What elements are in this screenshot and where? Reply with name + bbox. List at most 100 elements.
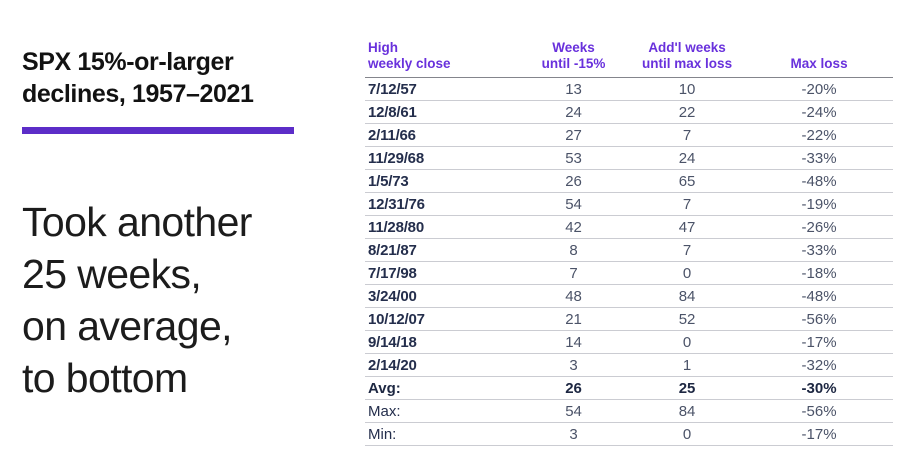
row-label-cell: 7/12/57 [368, 80, 417, 98]
value-cell: 52 [678, 310, 696, 328]
value-cell: 21 [565, 310, 582, 328]
value-cell: 65 [678, 172, 696, 190]
callout-text: Took another 25 weeks, on average, to botto… [22, 196, 342, 404]
table-row: 11/28/80 42 47 -26% [365, 216, 893, 239]
value-cell: 10 [678, 80, 696, 98]
value-cell: 7 [682, 241, 692, 259]
value-cell: -17% [801, 425, 837, 443]
declines-table-panel: High weekly close Weeks until -15% Add'l wee… [365, 40, 893, 446]
column-header: Max loss [745, 40, 893, 78]
header-line: Weeks [552, 40, 595, 55]
table-body: 7/12/57 13 10 -20% 12/8/61 24 22 -24% 2/11/66 27 7… [365, 78, 893, 446]
value-cell: 13 [565, 80, 582, 98]
text-line: to bottom [22, 355, 188, 401]
header-line: weekly close [368, 56, 451, 71]
table-row: 1/5/73 26 65 -48% [365, 170, 893, 193]
value-cell: 42 [565, 218, 582, 236]
value-cell: -56% [801, 310, 837, 328]
header-line: High [368, 40, 398, 55]
row-label-cell: 12/8/61 [368, 103, 417, 121]
value-cell: 54 [565, 402, 582, 420]
value-cell: 24 [678, 149, 696, 167]
row-label-cell: 1/5/73 [368, 172, 409, 190]
value-cell: 47 [678, 218, 696, 236]
column-header: Weeks until -15% [518, 40, 629, 78]
value-cell: 25 [678, 379, 696, 397]
table-header: High weekly close Weeks until -15% Add'l wee… [365, 40, 893, 78]
row-label-cell: 2/14/20 [368, 356, 417, 374]
table-row: 12/8/61 24 22 -24% [365, 101, 893, 124]
value-cell: -20% [801, 80, 837, 98]
value-cell: -22% [801, 126, 837, 144]
column-header: High weekly close [365, 40, 518, 78]
value-cell: 14 [565, 333, 582, 351]
value-cell: 24 [565, 103, 582, 121]
table-row: 9/14/18 14 0 -17% [365, 331, 893, 354]
value-cell: 1 [682, 356, 692, 374]
value-cell: 7 [682, 126, 692, 144]
text-line: 25 weeks, [22, 251, 202, 297]
left-panel: SPX 15%-or-larger declines, 1957–2021 Too… [22, 46, 342, 404]
table-row: 12/31/76 54 7 -19% [365, 193, 893, 216]
text-line: declines, 1957–2021 [22, 80, 254, 108]
value-cell: 3 [569, 356, 578, 374]
value-cell: -30% [801, 379, 837, 397]
header-line: until max loss [642, 56, 733, 71]
value-cell: 0 [682, 425, 692, 443]
row-label-cell: 11/28/80 [368, 218, 424, 236]
value-cell: -18% [801, 264, 837, 282]
text-line: Took another [22, 199, 252, 245]
table-row: 7/17/98 7 0 -18% [365, 262, 893, 285]
value-cell: 26 [565, 379, 582, 397]
value-cell: 26 [565, 172, 582, 190]
table-row: 2/14/20 3 1 -32% [365, 354, 893, 377]
row-label-cell: Min: [368, 425, 397, 443]
value-cell: -56% [801, 402, 837, 420]
value-cell: -26% [801, 218, 837, 236]
header-line: Max loss [790, 56, 848, 71]
header-line: Add'l weeks [648, 40, 726, 55]
value-cell: -33% [801, 149, 837, 167]
value-cell: -33% [801, 241, 837, 259]
table-row: 10/12/07 21 52 -56% [365, 308, 893, 331]
value-cell: -17% [801, 333, 837, 351]
row-label-cell: 12/31/76 [368, 195, 425, 213]
declines-table: High weekly close Weeks until -15% Add'l wee… [365, 40, 893, 446]
value-cell: -19% [801, 195, 837, 213]
table-row: Min: 3 0 -17% [365, 423, 893, 446]
value-cell: 84 [678, 402, 696, 420]
table-row: 7/12/57 13 10 -20% [365, 78, 893, 101]
row-label-cell: Avg: [368, 379, 401, 397]
table-row: 11/29/68 53 24 -33% [365, 147, 893, 170]
table-row: Avg: 26 25 -30% [365, 377, 893, 400]
row-label-cell: 9/14/18 [368, 333, 417, 351]
row-label-cell: 3/24/00 [368, 287, 417, 305]
accent-rule [22, 127, 294, 134]
value-cell: -32% [801, 356, 837, 374]
value-cell: 54 [565, 195, 582, 213]
value-cell: 0 [682, 333, 692, 351]
value-cell: 7 [682, 195, 692, 213]
value-cell: 3 [569, 425, 578, 443]
value-cell: 53 [565, 149, 582, 167]
row-label-cell: Max: [368, 402, 401, 420]
value-cell: 84 [678, 287, 696, 305]
table-row: Max: 54 84 -56% [365, 400, 893, 423]
value-cell: 7 [569, 264, 578, 282]
value-cell: -48% [801, 287, 837, 305]
value-cell: 48 [565, 287, 582, 305]
row-label-cell: 2/11/66 [368, 126, 416, 144]
row-label-cell: 7/17/98 [368, 264, 417, 282]
table-row: 2/11/66 27 7 -22% [365, 124, 893, 147]
text-line: SPX 15%-or-larger [22, 48, 234, 76]
value-cell: 22 [678, 103, 696, 121]
value-cell: -24% [801, 103, 837, 121]
table-row: 3/24/00 48 84 -48% [365, 285, 893, 308]
text-line: on average, [22, 303, 233, 349]
value-cell: -48% [801, 172, 837, 190]
row-label-cell: 10/12/07 [368, 310, 425, 328]
column-header: Add'l weeks until max loss [629, 40, 745, 78]
chart-title: SPX 15%-or-larger declines, 1957–2021 [22, 46, 342, 110]
row-label-cell: 11/29/68 [368, 149, 424, 167]
